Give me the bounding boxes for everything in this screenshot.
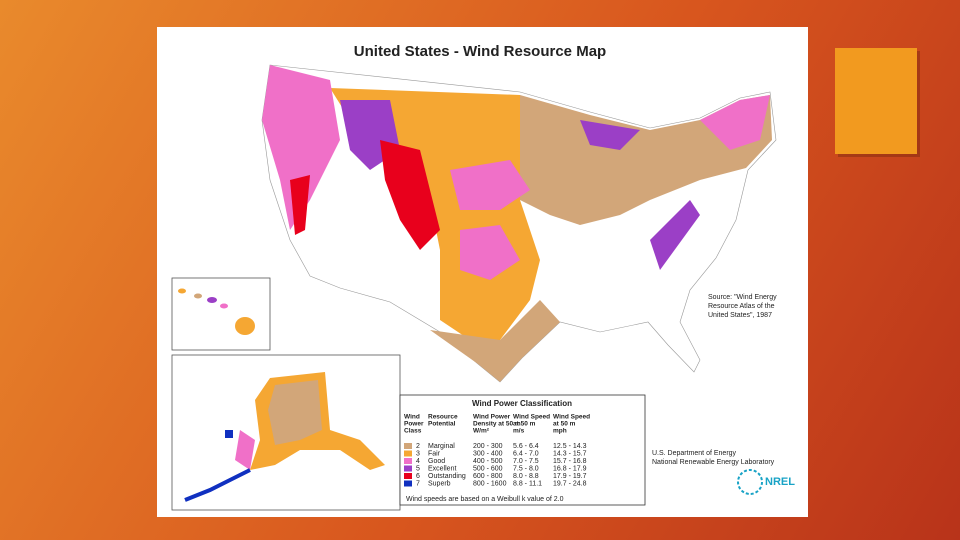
legend-cell: Outstanding — [428, 473, 466, 480]
source-line: United States", 1987 — [708, 312, 772, 319]
legend-cell: 12.5 - 14.3 — [553, 443, 587, 450]
agency-line: National Renewable Energy Laboratory — [652, 459, 775, 466]
legend-header: Potential — [428, 421, 456, 428]
legend-cell: 600 - 800 — [473, 473, 503, 480]
region-outstanding-2 — [290, 175, 310, 235]
legend-header: Wind Speed — [553, 414, 590, 421]
legend-cell: Marginal — [428, 443, 455, 450]
source-line: Resource Atlas of the — [708, 303, 775, 310]
legend-cell: 2 — [416, 443, 420, 450]
legend-cell: 500 - 600 — [473, 465, 503, 472]
alaska — [184, 372, 385, 502]
legend-cell: 3 — [416, 450, 420, 457]
region-good-west — [262, 65, 340, 230]
agency-line: U.S. Department of Energy — [652, 450, 737, 457]
hawaii-inset — [171, 277, 271, 351]
legend-cell: 7.5 - 8.0 — [513, 465, 539, 472]
legend-header: Wind Power — [473, 414, 511, 421]
legend-header: m/s — [513, 428, 525, 435]
legend-cell: Superb — [428, 480, 451, 487]
legend-swatch — [404, 443, 412, 449]
region-texas — [430, 300, 560, 382]
legend-cell: 6 — [416, 473, 420, 480]
legend-swatch — [404, 458, 412, 464]
legend-cell: 6.4 - 7.0 — [513, 450, 539, 457]
source-note: Source: "Wind Energy Resource Atlas of th… — [708, 294, 777, 319]
legend-swatch — [404, 473, 412, 479]
legend-header: Density at 50 m — [473, 421, 521, 428]
region-good-plains — [450, 160, 530, 210]
legend-header: Wind Speed — [513, 414, 550, 421]
region-good-ne — [700, 95, 770, 150]
legend-cell: Fair — [428, 450, 441, 457]
legend-cell: 400 - 500 — [473, 458, 503, 465]
region-good-south — [460, 225, 520, 280]
legend-cell: 15.7 - 16.8 — [553, 458, 587, 465]
legend-cell: 17.9 - 19.7 — [553, 473, 587, 480]
map-title: United States - Wind Resource Map — [354, 43, 606, 60]
legend-cell: 14.3 - 15.7 — [553, 450, 587, 457]
legend-cell: Excellent — [428, 465, 456, 472]
legend-box — [399, 394, 646, 506]
legend-cell: 7.0 - 7.5 — [513, 458, 539, 465]
legend-header: at 50 m — [553, 421, 576, 428]
hawaii — [178, 288, 255, 335]
logo-mark — [737, 469, 763, 495]
source-line: Source: "Wind Energy — [708, 294, 777, 301]
legend-cell: 4 — [416, 458, 420, 465]
legend-footnote: Wind speeds are based on a Weibull k val… — [406, 496, 564, 503]
legend-header: Power — [404, 421, 424, 428]
legend-swatch — [404, 450, 412, 457]
legend-cell: 300 - 400 — [473, 450, 503, 457]
region-lakes — [580, 120, 640, 150]
region-outstanding — [380, 140, 440, 250]
legend-title: Wind Power Classification — [472, 399, 572, 408]
legend-cell: 16.8 - 17.9 — [553, 465, 587, 472]
legend-header: Class — [404, 428, 422, 435]
legend-header: W/m² — [473, 428, 490, 435]
logo-text: NREL — [765, 476, 795, 488]
legend-cell: 800 - 1600 — [473, 480, 507, 487]
legend-header: mph — [553, 428, 567, 435]
agency-note: U.S. Department of Energy National Renewa… — [652, 450, 775, 466]
legend-cell: 19.7 - 24.8 — [553, 480, 587, 487]
legend-swatch — [404, 480, 412, 487]
accent-square — [835, 48, 917, 154]
legend-cell: 5 — [416, 465, 420, 472]
legend-cell: 5.6 - 6.4 — [513, 443, 539, 450]
legend-header: at 50 m — [513, 421, 536, 428]
legend-cell: 8.0 - 8.8 — [513, 473, 539, 480]
legend-cell: 200 - 300 — [473, 443, 503, 450]
legend-header: Resource — [428, 414, 458, 421]
region-appalachian — [650, 200, 700, 270]
us-map — [261, 64, 777, 383]
legend-cell: 8.8 - 11.1 — [513, 480, 542, 487]
legend-header: Wind — [404, 414, 420, 421]
legend-swatch — [404, 465, 412, 472]
legend-cell: Good — [428, 458, 445, 465]
legend-cell: 7 — [416, 480, 420, 487]
